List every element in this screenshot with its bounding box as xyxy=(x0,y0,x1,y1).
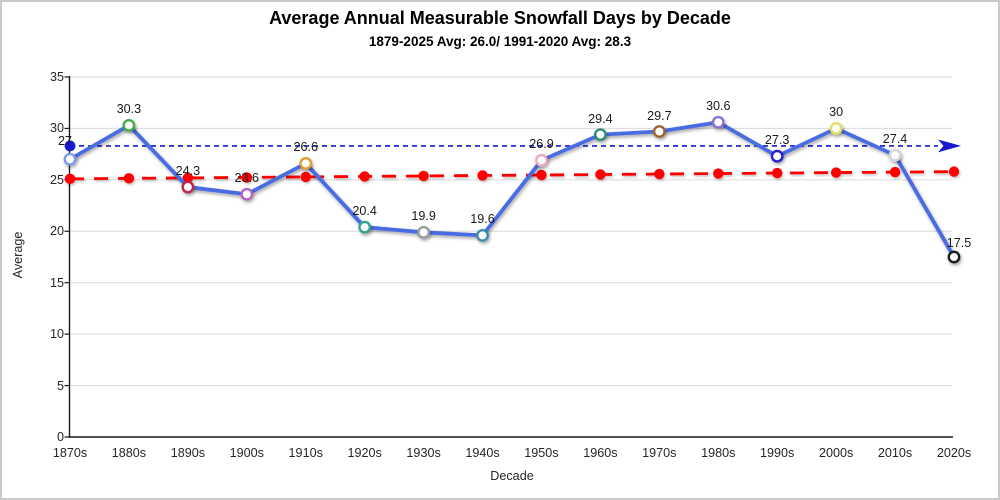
data-label-1940s: 19.6 xyxy=(470,212,495,227)
trendline-marker-1960s xyxy=(595,169,606,180)
y-tick-20: 20 xyxy=(49,224,64,239)
trendline-marker-1930s xyxy=(418,170,429,182)
y-tick-30: 30 xyxy=(49,121,64,136)
data-label-1870s: 27 xyxy=(57,134,73,149)
x-tick-1990s: 1990s xyxy=(760,446,795,460)
x-tick-2000s: 2000s xyxy=(818,446,854,460)
x-tick-1930s: 1930s xyxy=(406,446,441,460)
trendline-marker-1970s xyxy=(654,168,665,180)
chart-subtitle: 1879-2025 Avg: 26.0/ 1991-2020 Avg: 28.3 xyxy=(368,34,632,49)
data-point-1980s xyxy=(711,115,725,129)
x-tick-1910s: 1910s xyxy=(288,446,323,460)
y-axis-title: Average xyxy=(11,231,25,279)
chart-title: Average Annual Measurable Snowfall Days … xyxy=(269,8,731,28)
axes xyxy=(64,76,953,438)
x-tick-1960s: 1960s xyxy=(583,446,618,460)
trendline-marker-2010s xyxy=(889,166,901,178)
data-point-1880s xyxy=(122,118,136,132)
x-tick-1950s: 1950s xyxy=(524,446,559,460)
reference-line-1991-2020-avg xyxy=(64,139,961,153)
trendline-marker-1950s xyxy=(536,169,547,181)
data-point-2010s xyxy=(888,148,902,162)
data-label-1960s: 29.4 xyxy=(588,111,613,126)
y-tick-15: 15 xyxy=(49,275,64,290)
series-markers xyxy=(63,115,961,264)
data-label-1980s: 30.6 xyxy=(706,99,731,114)
data-point-1890s xyxy=(181,180,195,194)
trendline-marker-1880s xyxy=(123,173,135,184)
x-tick-2010s: 2010s xyxy=(877,446,913,460)
data-label-2000s: 30 xyxy=(829,105,844,120)
data-label-1890s: 24.3 xyxy=(175,164,201,179)
y-tick-5: 5 xyxy=(56,378,64,393)
y-tick-35: 35 xyxy=(49,70,64,84)
data-point-2000s xyxy=(829,122,843,135)
data-label-1950s: 26.9 xyxy=(529,137,554,152)
trendline-marker-1990s xyxy=(772,167,783,179)
trendline-marker-1870s xyxy=(64,173,76,185)
data-label-2010s: 27.4 xyxy=(882,132,908,147)
snowfall-series-line xyxy=(68,120,956,259)
data-label-1880s: 30.3 xyxy=(116,102,142,117)
x-tick-2020s: 2020s xyxy=(936,446,972,460)
data-point-1940s xyxy=(476,228,489,242)
data-point-1950s xyxy=(535,153,548,167)
trendline-marker-1920s xyxy=(359,171,370,182)
data-point-1970s xyxy=(652,125,666,138)
trendline-marker-2020s xyxy=(948,166,960,177)
data-label-1970s: 29.7 xyxy=(647,108,672,123)
data-point-1930s xyxy=(417,225,430,239)
data-point-2020s xyxy=(947,250,961,264)
y-tick-25: 25 xyxy=(49,172,64,187)
data-point-1990s xyxy=(770,149,784,163)
data-point-1870s xyxy=(63,152,77,166)
data-label-1910s: 26.6 xyxy=(293,140,318,155)
x-tick-1980s: 1980s xyxy=(701,446,736,460)
data-label-1920s: 20.4 xyxy=(352,204,377,219)
reference-line-arrow xyxy=(938,139,961,153)
data-label-2020s: 17.5 xyxy=(946,236,972,250)
x-tick-1870s: 1870s xyxy=(52,446,88,460)
trendline xyxy=(69,170,955,181)
y-tick-0: 0 xyxy=(56,430,64,444)
x-tick-1940s: 1940s xyxy=(465,446,500,460)
data-point-1920s xyxy=(358,220,372,234)
x-tick-1920s: 1920s xyxy=(347,446,382,460)
x-tick-1890s: 1890s xyxy=(170,446,206,460)
trendline-marker-1980s xyxy=(713,168,724,179)
data-label-1900s: 23.6 xyxy=(234,171,260,186)
x-tick-1880s: 1880s xyxy=(111,446,147,460)
data-point-1910s xyxy=(299,156,313,170)
data-point-1960s xyxy=(594,128,607,142)
data-point-1900s xyxy=(240,187,254,201)
x-tick-1900s: 1900s xyxy=(229,446,264,460)
trendline-marker-2000s xyxy=(830,167,842,178)
data-label-1990s: 27.3 xyxy=(764,133,790,148)
gridlines xyxy=(68,76,952,387)
x-axis-title: Decade xyxy=(490,469,534,483)
x-tick-1970s: 1970s xyxy=(642,446,677,460)
trendline-marker-1940s xyxy=(477,170,488,181)
y-tick-10: 10 xyxy=(49,327,64,342)
data-label-1930s: 19.9 xyxy=(411,209,436,224)
trendline-marker-1910s xyxy=(300,171,311,183)
